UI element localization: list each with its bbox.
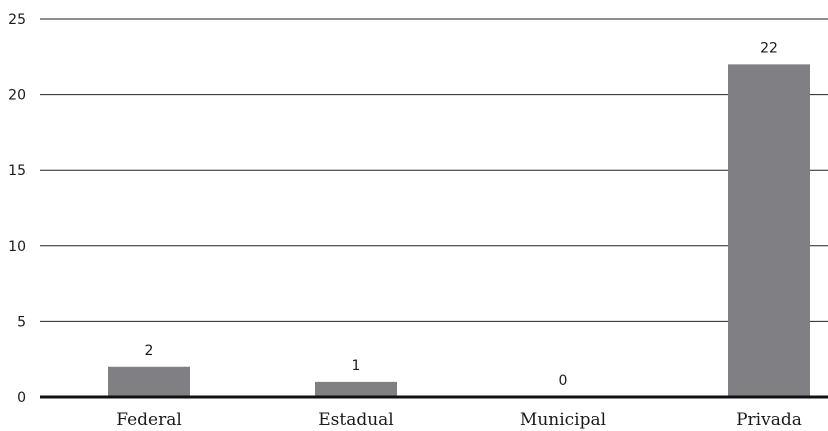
category-label-privada: Privada: [736, 410, 802, 430]
data-label-municipal: 0: [559, 373, 568, 389]
x-axis-categories: Federal Estadual Municipal Privada: [116, 410, 802, 430]
y-tick-label-0: 0: [17, 390, 26, 406]
data-labels: 2 1 0 22: [145, 40, 778, 389]
y-tick-label-10: 10: [8, 239, 26, 255]
y-tick-label-20: 20: [8, 88, 26, 104]
data-label-estadual: 1: [352, 358, 361, 374]
bar-estadual: [315, 381, 397, 396]
bar-privada: [728, 64, 810, 397]
gridlines: [40, 18, 828, 322]
category-label-federal: Federal: [116, 410, 182, 430]
y-tick-label-15: 15: [8, 163, 26, 179]
data-label-federal: 2: [145, 343, 154, 359]
bars: [108, 64, 810, 397]
category-label-municipal: Municipal: [520, 410, 606, 430]
y-tick-label-25: 25: [8, 12, 26, 28]
y-axis-ticks: 0 5 10 15 20 25: [8, 12, 26, 406]
data-label-privada: 22: [760, 40, 778, 56]
y-tick-label-5: 5: [17, 314, 26, 330]
bar-federal: [108, 366, 190, 396]
category-label-estadual: Estadual: [318, 410, 394, 430]
